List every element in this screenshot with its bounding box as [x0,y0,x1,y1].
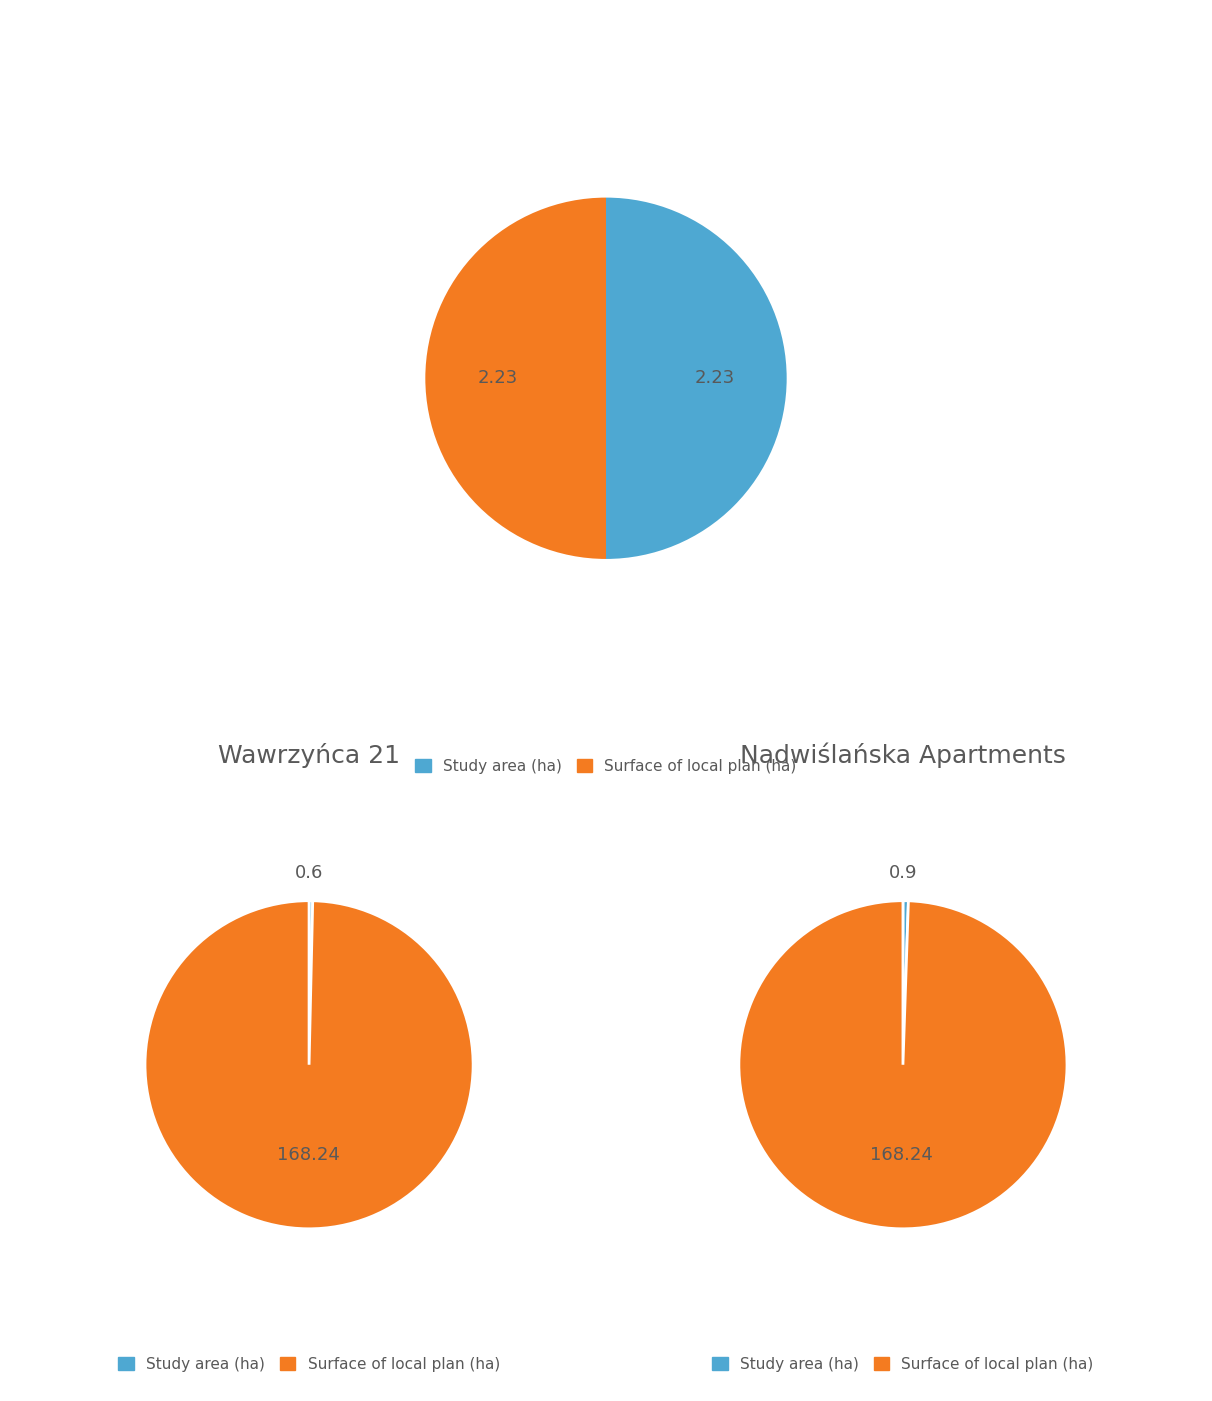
Legend: Study area (ha), Surface of local plan (ha): Study area (ha), Surface of local plan (… [411,754,801,779]
Wedge shape [425,198,606,559]
Wedge shape [903,901,909,1065]
Text: 0.6: 0.6 [295,864,324,883]
Title: Browar Lubicz: Browar Lubicz [518,0,694,3]
Text: 168.24: 168.24 [276,1146,339,1164]
Text: 0.9: 0.9 [888,864,917,883]
Legend: Study area (ha), Surface of local plan (ha): Study area (ha), Surface of local plan (… [114,1352,504,1376]
Title: Nadwiślańska Apartments: Nadwiślańska Apartments [741,743,1065,768]
Text: 168.24: 168.24 [870,1146,933,1164]
Text: 2.23: 2.23 [694,370,734,387]
Title: Wawrzyńca 21: Wawrzyńca 21 [218,744,400,768]
Wedge shape [309,901,313,1065]
Wedge shape [739,901,1067,1229]
Wedge shape [145,901,473,1229]
Legend: Study area (ha), Surface of local plan (ha): Study area (ha), Surface of local plan (… [708,1352,1098,1376]
Text: 2.23: 2.23 [478,370,518,387]
Wedge shape [606,198,787,559]
